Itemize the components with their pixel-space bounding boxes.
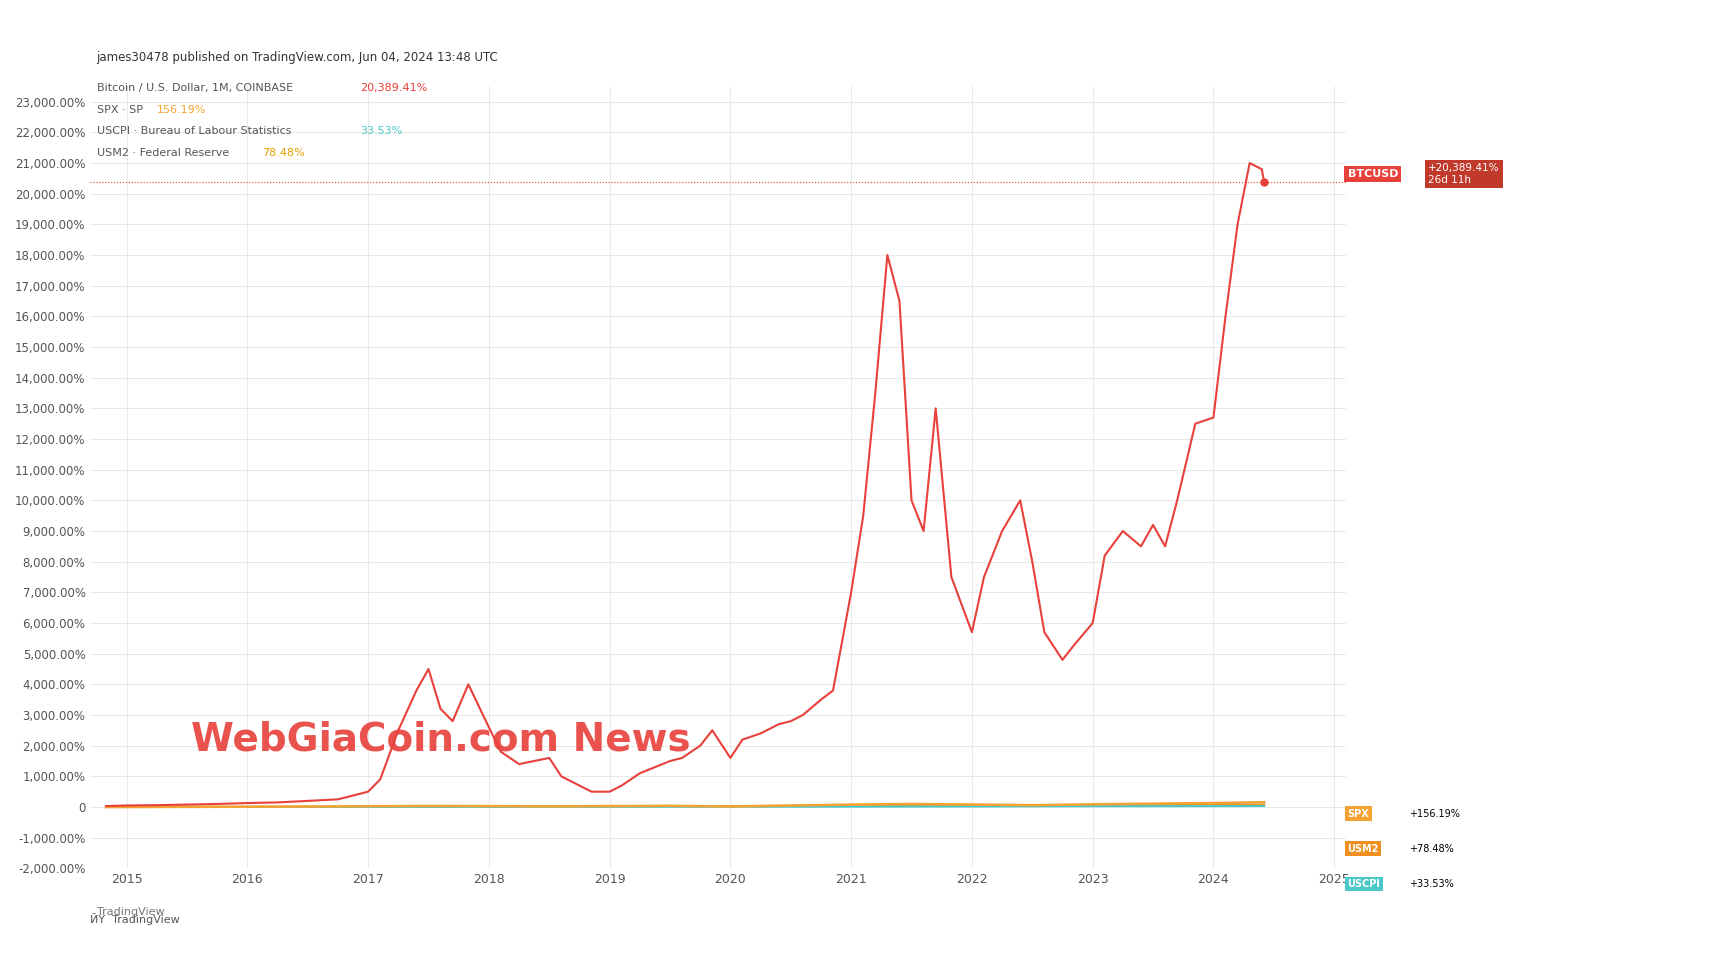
Text: +78.48%: +78.48% (1409, 844, 1454, 854)
Text: 78.48%: 78.48% (263, 148, 306, 159)
Text: james30478 published on TradingView.com, Jun 04, 2024 13:48 UTC: james30478 published on TradingView.com,… (97, 52, 499, 64)
Text: TradingView: TradingView (97, 907, 164, 917)
Text: +20,389.41%
26d 11h: +20,389.41% 26d 11h (1428, 163, 1499, 185)
Text: USM2 · Federal Reserve: USM2 · Federal Reserve (97, 148, 237, 159)
Text: ЙY  TradingView: ЙY TradingView (90, 913, 180, 925)
Text: USM2: USM2 (1347, 844, 1378, 854)
Text: Bitcoin / U.S. Dollar, 1M, COINBASE: Bitcoin / U.S. Dollar, 1M, COINBASE (97, 82, 300, 93)
Text: +33.53%: +33.53% (1409, 879, 1454, 889)
Text: SPX · SP: SPX · SP (97, 104, 150, 115)
Text: 20,389.41%: 20,389.41% (361, 82, 428, 93)
Text: USCPI: USCPI (1347, 879, 1380, 889)
Text: +156.19%: +156.19% (1409, 809, 1459, 818)
Text: BTCUSD: BTCUSD (1347, 169, 1399, 179)
Text: USCPI · Bureau of Labour Statistics: USCPI · Bureau of Labour Statistics (97, 126, 299, 137)
Text: 33.53%: 33.53% (361, 126, 402, 137)
Text: WebGiaCoin.com News: WebGiaCoin.com News (190, 721, 691, 759)
Text: SPX: SPX (1347, 809, 1370, 818)
Text: 156.19%: 156.19% (157, 104, 206, 115)
